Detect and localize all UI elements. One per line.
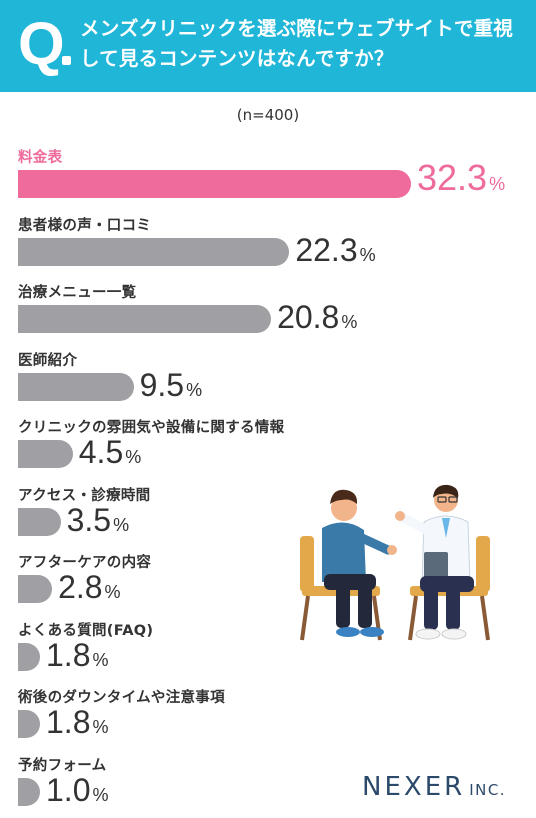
sample-size-label: (n=400) [236,106,300,124]
value-label: 3.5% [67,502,130,545]
category-label: アフターケアの内容 [18,555,152,571]
bar [18,170,411,198]
logo-suffix: INC. [469,781,507,799]
bar [18,507,61,536]
value-number: 1.8 [46,636,91,673]
value-label: 22.3% [295,232,375,275]
value-label: 2.8% [58,569,121,612]
value-unit: % [186,379,203,400]
category-label: 医師紹介 [18,352,78,369]
category-label: 予約フォーム [18,757,107,774]
bar [18,237,290,266]
question-header: Q メンズクリニックを選ぶ際にウェブサイトで重視して見るコンテンツはなんですか？ [0,0,536,92]
value-number: 20.8 [277,299,340,335]
category-label: 治療メニュー一覧 [18,285,137,301]
value-number: 3.5 [66,501,112,538]
bar [18,710,40,738]
question-text: メンズクリニックを選ぶ際にウェブサイトで重視して見るコンテンツはなんですか？ [80,17,514,70]
category-label: クリニックの雰囲気や設備に関する情報 [18,420,285,436]
nexer-logo: NEXER INC. [362,772,506,802]
bar [18,642,40,671]
bar [18,440,73,468]
value-unit: % [341,312,358,332]
value-label: 4.5% [79,434,142,477]
value-label: 1.8% [46,637,109,680]
category-label: 術後のダウンタイムや注意事項 [18,690,225,706]
q-dot [62,56,71,65]
q-mark: Q [18,10,65,77]
bar [18,777,40,806]
value-unit: % [92,784,109,805]
value-number: 2.8 [58,569,103,605]
value-number: 32.3 [417,157,488,198]
value-number: 4.5 [78,434,124,470]
value-number: 9.5 [139,366,185,403]
bar [18,575,53,603]
value-unit: % [104,582,121,602]
patient-figure-icon [322,489,397,637]
category-label: 患者様の声・口コミ [18,217,152,234]
value-unit: % [113,514,130,535]
value-unit: % [125,447,142,467]
doctor-figure-icon [395,484,474,640]
value-unit: % [92,649,109,670]
value-label: 1.8% [46,704,109,747]
category-label: アクセス・診療時間 [18,487,151,504]
bar [18,305,272,333]
value-label: 32.3% [417,160,505,204]
value-number: 22.3 [295,231,358,268]
value-unit: % [359,244,376,265]
value-unit: % [489,174,506,194]
value-unit: % [92,717,109,737]
value-label: 1.0% [46,772,109,815]
clinic-consultation-illustration [300,484,490,641]
logo-name: NEXER [362,772,466,802]
category-label: 料金表 [18,150,63,166]
value-label: 9.5% [140,367,203,410]
bar [18,372,134,401]
value-number: 1.8 [46,704,91,740]
category-label: よくある質問(FAQ) [18,622,154,639]
value-label: 20.8% [277,299,357,342]
value-number: 1.0 [46,771,91,808]
